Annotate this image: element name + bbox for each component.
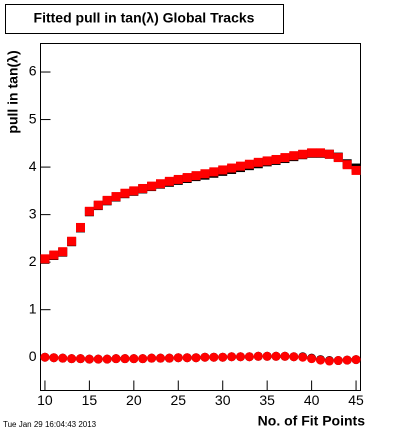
point xyxy=(129,186,139,196)
point xyxy=(351,355,361,365)
point xyxy=(298,149,308,159)
point xyxy=(253,351,263,361)
point xyxy=(289,352,299,362)
point xyxy=(40,254,50,264)
point xyxy=(49,250,59,260)
y-tick-label: 5 xyxy=(29,110,37,126)
point xyxy=(324,149,334,159)
point xyxy=(173,353,183,363)
x-tick-label: 45 xyxy=(348,392,364,408)
point xyxy=(120,354,130,364)
point xyxy=(289,151,299,161)
point xyxy=(191,353,201,363)
x-tick-label: 25 xyxy=(170,392,186,408)
x-tick-label: 10 xyxy=(37,392,53,408)
point xyxy=(102,354,112,364)
point xyxy=(244,159,254,169)
point xyxy=(191,171,201,181)
point xyxy=(351,165,361,175)
point xyxy=(93,354,103,364)
x-tick-label: 30 xyxy=(215,392,231,408)
point xyxy=(333,356,343,366)
point xyxy=(76,222,85,232)
point xyxy=(156,353,165,363)
point xyxy=(262,156,272,166)
point xyxy=(111,354,121,364)
point xyxy=(84,354,94,364)
plot-frame xyxy=(40,43,361,391)
title-box xyxy=(5,4,284,34)
point xyxy=(84,206,94,216)
point xyxy=(138,354,148,364)
x-tick-label: 40 xyxy=(304,392,320,408)
y-tick-label: 1 xyxy=(29,300,37,316)
point xyxy=(147,181,157,191)
y-tick-label: 0 xyxy=(29,348,37,364)
point xyxy=(209,167,219,177)
point xyxy=(164,176,174,186)
y-tick-label: 2 xyxy=(29,253,37,269)
point xyxy=(200,169,210,179)
point xyxy=(227,163,237,173)
chart-title: Fitted pull in tan(λ) Global Tracks xyxy=(34,10,255,26)
point xyxy=(138,183,148,193)
y-tick-label: 6 xyxy=(29,63,37,79)
x-axis-label: No. of Fit Points xyxy=(258,413,366,429)
point xyxy=(67,354,77,364)
point xyxy=(40,352,50,362)
point xyxy=(120,188,130,198)
point xyxy=(342,355,352,365)
point xyxy=(271,351,281,361)
point xyxy=(200,352,210,362)
point xyxy=(218,352,228,362)
point xyxy=(316,355,325,365)
point xyxy=(271,154,281,164)
y-tick-label: 3 xyxy=(29,205,37,221)
point xyxy=(58,353,68,363)
point xyxy=(93,200,103,210)
point xyxy=(111,192,121,202)
point xyxy=(218,165,228,175)
point xyxy=(76,354,85,364)
point xyxy=(316,148,325,158)
point xyxy=(182,173,192,183)
point xyxy=(173,174,183,184)
point xyxy=(156,179,165,189)
point xyxy=(324,356,334,366)
point xyxy=(67,236,77,246)
point xyxy=(182,353,192,363)
point xyxy=(227,352,237,362)
x-tick-label: 15 xyxy=(82,392,98,408)
point xyxy=(262,351,272,361)
point xyxy=(236,161,245,171)
point xyxy=(253,157,263,167)
point xyxy=(333,153,343,163)
point xyxy=(244,352,254,362)
point xyxy=(280,153,290,163)
footer: Tue Jan 29 16:04:43 2013 xyxy=(3,420,97,429)
point xyxy=(342,160,352,170)
x-tick-label: 35 xyxy=(259,392,275,408)
point xyxy=(129,354,139,364)
y-tick-label: 4 xyxy=(29,158,37,174)
point xyxy=(102,195,112,205)
point xyxy=(49,353,59,363)
point xyxy=(209,352,219,362)
point xyxy=(298,352,308,362)
point xyxy=(236,352,245,362)
point xyxy=(280,351,290,361)
point xyxy=(58,247,68,257)
y-axis-label: pull in tan(λ) xyxy=(5,50,21,133)
point xyxy=(147,353,157,363)
point xyxy=(307,148,317,158)
point xyxy=(307,354,317,364)
x-tick-label: 20 xyxy=(126,392,142,408)
point xyxy=(164,353,174,363)
